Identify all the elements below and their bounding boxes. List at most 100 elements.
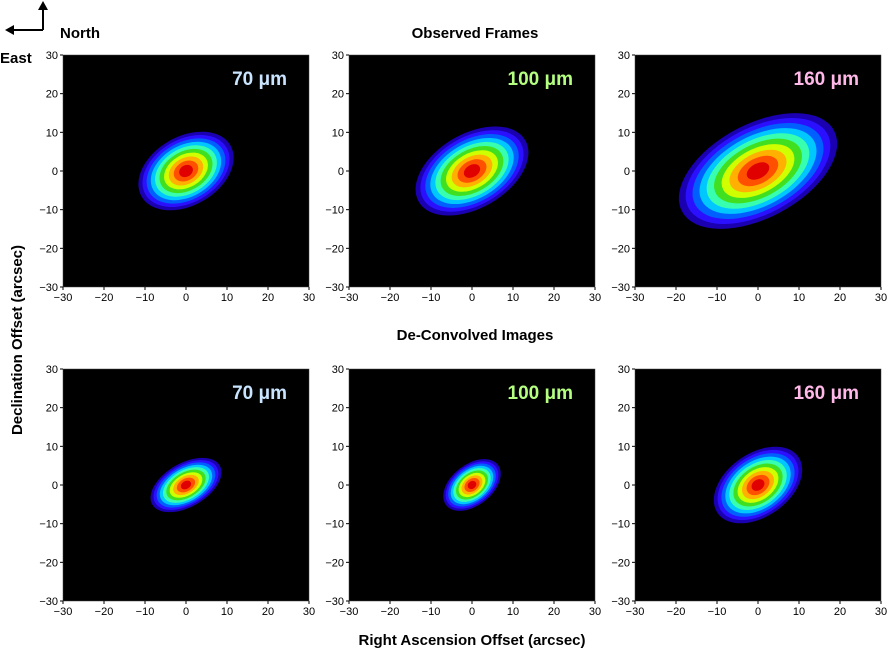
wavelength-label: 100 μm — [508, 69, 574, 90]
wavelength-label: 100 μm — [508, 383, 574, 404]
y-tick-label: 10 — [618, 441, 630, 453]
y-tick-label: −30 — [325, 596, 344, 608]
y-tick-label: −10 — [611, 519, 630, 531]
x-tick-label: −20 — [381, 292, 400, 304]
wavelength-label: 70 μm — [232, 383, 287, 404]
y-tick-label: −30 — [39, 282, 58, 294]
x-tick-label: −30 — [340, 292, 359, 304]
y-tick-label: −10 — [611, 205, 630, 217]
wavelength-label: 160 μm — [794, 69, 860, 90]
row-title-deconvolved: De-Convolved Images — [397, 327, 554, 344]
x-tick-label: −30 — [54, 606, 73, 618]
x-tick-label: −30 — [54, 292, 73, 304]
x-tick-label: 20 — [834, 292, 846, 304]
x-tick-label: 10 — [221, 292, 233, 304]
panel-4: −30 −20 −10 0 10 20 30 −30 −20 −10 0 10 20 30 100 μm — [325, 364, 601, 618]
panel-grid: −30 −20 −10 0 10 20 30 −30 −20 −10 0 10 20 30 70 μm −30… — [39, 50, 887, 618]
y-tick-label: 30 — [332, 364, 344, 376]
y-tick-label: 0 — [338, 166, 344, 178]
y-tick-label: 10 — [46, 441, 58, 453]
x-tick-label: 30 — [875, 606, 887, 618]
x-tick-label: 10 — [793, 292, 805, 304]
contour-level-9 — [463, 164, 481, 178]
panel-0: −30 −20 −10 0 10 20 30 −30 −20 −10 0 10 20 30 70 μm — [39, 50, 315, 304]
y-tick-label: 10 — [618, 127, 630, 139]
y-tick-label: 10 — [332, 127, 344, 139]
panel-3: −30 −20 −10 0 10 20 30 −30 −20 −10 0 10 20 30 70 μm — [39, 364, 315, 618]
y-tick-label: 0 — [624, 166, 630, 178]
x-tick-label: −10 — [708, 606, 727, 618]
x-tick-label: −10 — [136, 606, 155, 618]
x-tick-label: 0 — [183, 292, 189, 304]
x-tick-label: 10 — [793, 606, 805, 618]
x-tick-label: 10 — [221, 606, 233, 618]
x-tick-label: 30 — [303, 292, 315, 304]
x-tick-label: 30 — [589, 292, 601, 304]
y-tick-label: 10 — [332, 441, 344, 453]
y-tick-label: −10 — [325, 519, 344, 531]
source-contours — [138, 131, 234, 211]
x-tick-label: 30 — [589, 606, 601, 618]
source-contours — [713, 446, 803, 524]
x-tick-label: 20 — [262, 606, 274, 618]
x-axis-label: Right Ascension Offset (arcsec) — [359, 632, 586, 649]
y-tick-label: 30 — [618, 364, 630, 376]
y-tick-label: −10 — [325, 205, 344, 217]
x-tick-label: −20 — [95, 606, 114, 618]
y-tick-label: 20 — [332, 403, 344, 415]
x-tick-label: 20 — [262, 292, 274, 304]
y-tick-label: 20 — [618, 403, 630, 415]
y-tick-label: 0 — [624, 480, 630, 492]
row-title-observed: Observed Frames — [412, 25, 539, 42]
x-tick-label: 20 — [548, 292, 560, 304]
x-tick-label: 0 — [755, 606, 761, 618]
x-tick-label: 20 — [834, 606, 846, 618]
wavelength-label: 160 μm — [794, 383, 860, 404]
x-tick-label: 0 — [183, 606, 189, 618]
y-tick-label: 20 — [618, 89, 630, 101]
source-contours — [150, 457, 222, 513]
compass-north-label: North — [60, 25, 100, 42]
y-tick-label: 20 — [46, 403, 58, 415]
y-tick-label: −30 — [611, 282, 630, 294]
x-tick-label: 10 — [507, 292, 519, 304]
y-tick-label: 30 — [332, 50, 344, 62]
y-tick-label: −20 — [39, 243, 58, 255]
x-tick-label: −20 — [95, 292, 114, 304]
x-tick-label: 0 — [469, 606, 475, 618]
contour-level-9 — [751, 479, 765, 491]
source-contours — [415, 126, 529, 216]
compass-arrows-icon — [5, 1, 48, 35]
y-tick-label: 20 — [46, 89, 58, 101]
y-tick-label: −20 — [325, 557, 344, 569]
y-tick-label: −10 — [39, 205, 58, 217]
y-tick-label: 30 — [618, 50, 630, 62]
x-tick-label: −10 — [422, 606, 441, 618]
x-tick-label: −20 — [667, 292, 686, 304]
source-contours — [443, 459, 501, 511]
x-tick-label: −20 — [667, 606, 686, 618]
x-tick-label: 0 — [755, 292, 761, 304]
y-tick-label: 10 — [46, 127, 58, 139]
panel-5: −30 −20 −10 0 10 20 30 −30 −20 −10 0 10 20 30 160 μm — [611, 364, 887, 618]
x-tick-label: 0 — [469, 292, 475, 304]
panel-2: −30 −20 −10 0 10 20 30 −30 −20 −10 0 10 20 30 160 μm — [611, 50, 887, 304]
y-tick-label: −30 — [611, 596, 630, 608]
contour-level-9 — [467, 480, 477, 490]
x-tick-label: −20 — [381, 606, 400, 618]
x-tick-label: −10 — [136, 292, 155, 304]
x-tick-label: −30 — [626, 606, 645, 618]
x-tick-label: 30 — [303, 606, 315, 618]
contour-level-9 — [179, 164, 193, 178]
x-tick-label: −30 — [626, 292, 645, 304]
y-tick-label: −20 — [325, 243, 344, 255]
source-contours — [678, 113, 838, 229]
x-tick-label: 10 — [507, 606, 519, 618]
contour-level-9 — [746, 162, 770, 180]
y-tick-label: 0 — [52, 480, 58, 492]
y-tick-label: 30 — [46, 364, 58, 376]
y-tick-label: 0 — [338, 480, 344, 492]
y-tick-label: 20 — [332, 89, 344, 101]
y-tick-label: 0 — [52, 166, 58, 178]
y-tick-label: −20 — [611, 243, 630, 255]
